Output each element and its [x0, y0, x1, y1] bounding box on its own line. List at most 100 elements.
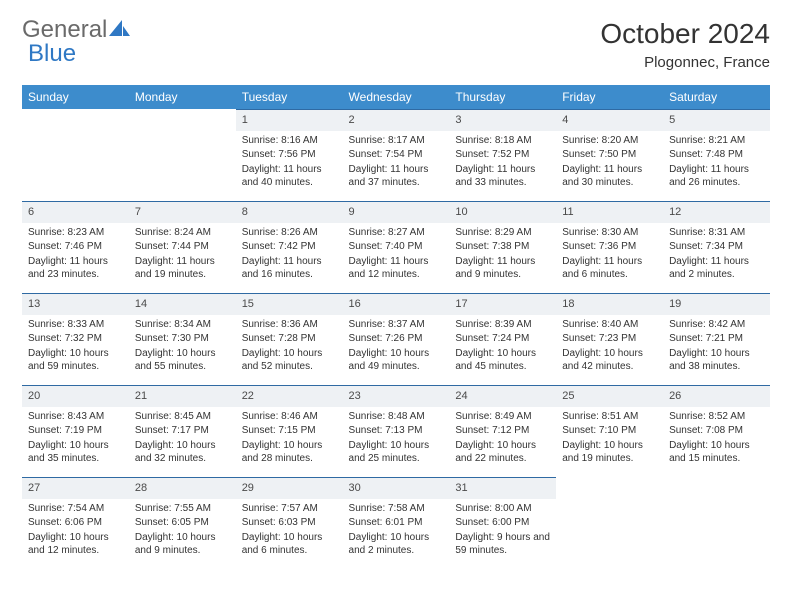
sunrise-text: Sunrise: 7:54 AM: [28, 502, 123, 516]
day-cell: 12Sunrise: 8:31 AMSunset: 7:34 PMDayligh…: [663, 201, 770, 293]
sunrise-text: Sunrise: 8:18 AM: [455, 134, 550, 148]
sunrise-text: Sunrise: 8:46 AM: [242, 410, 337, 424]
sunrise-text: Sunrise: 8:51 AM: [562, 410, 657, 424]
day-cell: 23Sunrise: 8:48 AMSunset: 7:13 PMDayligh…: [343, 385, 450, 477]
day-content: Sunrise: 8:33 AMSunset: 7:32 PMDaylight:…: [22, 315, 129, 381]
daylight-text: Daylight: 11 hours and 37 minutes.: [349, 163, 444, 190]
location: Plogonnec, France: [600, 54, 770, 71]
sunset-text: Sunset: 7:34 PM: [669, 240, 764, 254]
day-number: 29: [236, 477, 343, 499]
day-cell: 7Sunrise: 8:24 AMSunset: 7:44 PMDaylight…: [129, 201, 236, 293]
daylight-text: Daylight: 10 hours and 38 minutes.: [669, 347, 764, 374]
weekday-header: Thursday: [449, 85, 556, 109]
day-content: Sunrise: 8:00 AMSunset: 6:00 PMDaylight:…: [449, 499, 556, 565]
sunrise-text: Sunrise: 8:23 AM: [28, 226, 123, 240]
day-cell: [556, 477, 663, 569]
day-content: Sunrise: 8:52 AMSunset: 7:08 PMDaylight:…: [663, 407, 770, 473]
logo-line2: Blue: [28, 42, 76, 66]
day-content: Sunrise: 8:29 AMSunset: 7:38 PMDaylight:…: [449, 223, 556, 289]
daylight-text: Daylight: 10 hours and 22 minutes.: [455, 439, 550, 466]
day-cell: 22Sunrise: 8:46 AMSunset: 7:15 PMDayligh…: [236, 385, 343, 477]
sunset-text: Sunset: 7:13 PM: [349, 424, 444, 438]
sunset-text: Sunset: 6:00 PM: [455, 516, 550, 530]
day-number: 6: [22, 201, 129, 223]
sunset-text: Sunset: 6:01 PM: [349, 516, 444, 530]
month-title: October 2024: [600, 18, 770, 50]
day-number: 13: [22, 293, 129, 315]
sunrise-text: Sunrise: 8:21 AM: [669, 134, 764, 148]
sunrise-text: Sunrise: 8:16 AM: [242, 134, 337, 148]
week-row: 27Sunrise: 7:54 AMSunset: 6:06 PMDayligh…: [22, 477, 770, 569]
day-content: Sunrise: 8:26 AMSunset: 7:42 PMDaylight:…: [236, 223, 343, 289]
day-content: Sunrise: 8:20 AMSunset: 7:50 PMDaylight:…: [556, 131, 663, 197]
day-number: 19: [663, 293, 770, 315]
sunset-text: Sunset: 7:08 PM: [669, 424, 764, 438]
weekday-header-row: Sunday Monday Tuesday Wednesday Thursday…: [22, 85, 770, 109]
day-number: 4: [556, 109, 663, 131]
day-content: Sunrise: 7:55 AMSunset: 6:05 PMDaylight:…: [129, 499, 236, 565]
day-cell: 6Sunrise: 8:23 AMSunset: 7:46 PMDaylight…: [22, 201, 129, 293]
day-content: Sunrise: 8:17 AMSunset: 7:54 PMDaylight:…: [343, 131, 450, 197]
sunset-text: Sunset: 7:56 PM: [242, 148, 337, 162]
day-number: 9: [343, 201, 450, 223]
sunset-text: Sunset: 6:05 PM: [135, 516, 230, 530]
daylight-text: Daylight: 11 hours and 40 minutes.: [242, 163, 337, 190]
weekday-header: Wednesday: [343, 85, 450, 109]
weekday-header: Friday: [556, 85, 663, 109]
day-number: 15: [236, 293, 343, 315]
daylight-text: Daylight: 11 hours and 16 minutes.: [242, 255, 337, 282]
sunrise-text: Sunrise: 8:30 AM: [562, 226, 657, 240]
day-cell: [22, 109, 129, 201]
sunrise-text: Sunrise: 7:57 AM: [242, 502, 337, 516]
day-content: Sunrise: 8:16 AMSunset: 7:56 PMDaylight:…: [236, 131, 343, 197]
sunset-text: Sunset: 7:28 PM: [242, 332, 337, 346]
day-number: 1: [236, 109, 343, 131]
sunrise-text: Sunrise: 8:40 AM: [562, 318, 657, 332]
day-number: 25: [556, 385, 663, 407]
day-cell: 28Sunrise: 7:55 AMSunset: 6:05 PMDayligh…: [129, 477, 236, 569]
sunset-text: Sunset: 6:03 PM: [242, 516, 337, 530]
sunset-text: Sunset: 7:52 PM: [455, 148, 550, 162]
day-number: 17: [449, 293, 556, 315]
day-number: 30: [343, 477, 450, 499]
sunset-text: Sunset: 7:17 PM: [135, 424, 230, 438]
day-content: Sunrise: 8:30 AMSunset: 7:36 PMDaylight:…: [556, 223, 663, 289]
day-content: Sunrise: 8:23 AMSunset: 7:46 PMDaylight:…: [22, 223, 129, 289]
daylight-text: Daylight: 10 hours and 45 minutes.: [455, 347, 550, 374]
sunrise-text: Sunrise: 8:48 AM: [349, 410, 444, 424]
sunset-text: Sunset: 7:24 PM: [455, 332, 550, 346]
daylight-text: Daylight: 10 hours and 25 minutes.: [349, 439, 444, 466]
weekday-header: Saturday: [663, 85, 770, 109]
weekday-header: Tuesday: [236, 85, 343, 109]
day-cell: 18Sunrise: 8:40 AMSunset: 7:23 PMDayligh…: [556, 293, 663, 385]
daylight-text: Daylight: 10 hours and 59 minutes.: [28, 347, 123, 374]
day-number: 3: [449, 109, 556, 131]
daylight-text: Daylight: 10 hours and 12 minutes.: [28, 531, 123, 558]
day-content: Sunrise: 7:57 AMSunset: 6:03 PMDaylight:…: [236, 499, 343, 565]
day-number: 11: [556, 201, 663, 223]
daylight-text: Daylight: 11 hours and 19 minutes.: [135, 255, 230, 282]
weekday-header: Monday: [129, 85, 236, 109]
day-content: Sunrise: 8:48 AMSunset: 7:13 PMDaylight:…: [343, 407, 450, 473]
day-number: 27: [22, 477, 129, 499]
week-row: 6Sunrise: 8:23 AMSunset: 7:46 PMDaylight…: [22, 201, 770, 293]
sunset-text: Sunset: 7:42 PM: [242, 240, 337, 254]
day-content: Sunrise: 7:54 AMSunset: 6:06 PMDaylight:…: [22, 499, 129, 565]
day-number: 28: [129, 477, 236, 499]
sunrise-text: Sunrise: 8:43 AM: [28, 410, 123, 424]
day-content: Sunrise: 8:43 AMSunset: 7:19 PMDaylight:…: [22, 407, 129, 473]
day-cell: 2Sunrise: 8:17 AMSunset: 7:54 PMDaylight…: [343, 109, 450, 201]
sunset-text: Sunset: 7:23 PM: [562, 332, 657, 346]
sunset-text: Sunset: 7:12 PM: [455, 424, 550, 438]
day-number: 7: [129, 201, 236, 223]
day-content: Sunrise: 8:27 AMSunset: 7:40 PMDaylight:…: [343, 223, 450, 289]
weekday-header: Sunday: [22, 85, 129, 109]
sunset-text: Sunset: 7:44 PM: [135, 240, 230, 254]
sunset-text: Sunset: 6:06 PM: [28, 516, 123, 530]
logo-text-general: General: [22, 18, 107, 42]
calendar-body: 1Sunrise: 8:16 AMSunset: 7:56 PMDaylight…: [22, 109, 770, 569]
day-cell: 24Sunrise: 8:49 AMSunset: 7:12 PMDayligh…: [449, 385, 556, 477]
day-cell: 10Sunrise: 8:29 AMSunset: 7:38 PMDayligh…: [449, 201, 556, 293]
sunrise-text: Sunrise: 8:00 AM: [455, 502, 550, 516]
day-content: Sunrise: 8:31 AMSunset: 7:34 PMDaylight:…: [663, 223, 770, 289]
